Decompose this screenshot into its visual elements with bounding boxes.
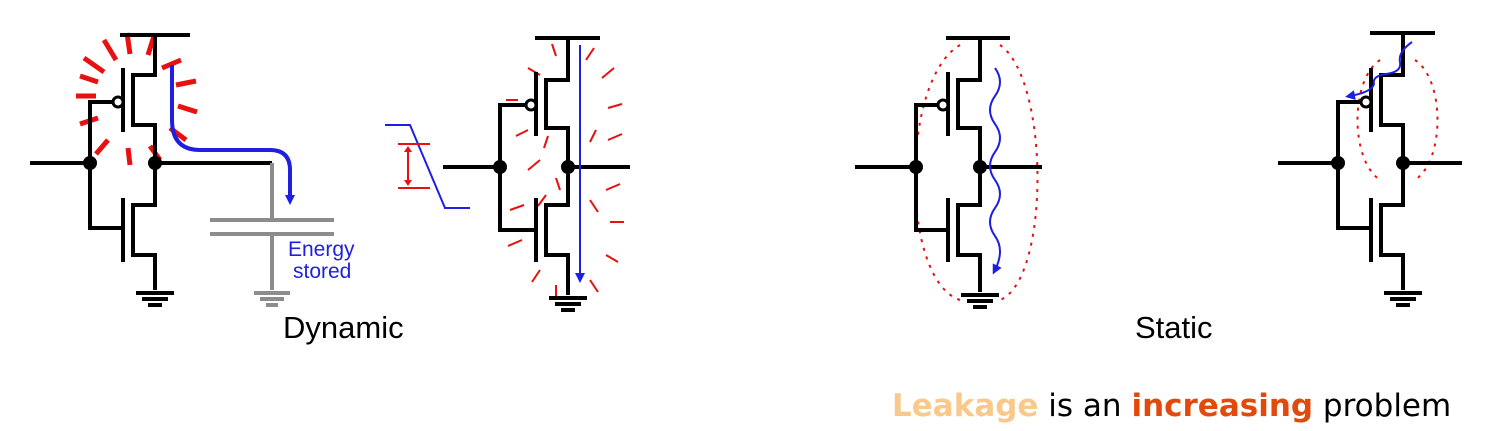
output-node [561, 160, 575, 174]
load-capacitor [210, 163, 334, 307]
dynamic-label: Dynamic [283, 310, 404, 345]
inverter-charging: Energy stored [30, 32, 355, 307]
energy-label-line2: stored [293, 260, 351, 283]
inverter-short-circuit [443, 36, 630, 312]
energy-burst-dashes [506, 43, 624, 296]
input-node [83, 156, 97, 170]
static-label: Static [1135, 310, 1213, 345]
input-node [1331, 156, 1345, 170]
leakage-caption: Leakage is an increasing problem [892, 388, 1451, 424]
input-node [909, 160, 923, 174]
inverter-wires [1278, 31, 1462, 307]
inverter-leakage [855, 36, 1042, 309]
inverter-wires [30, 33, 272, 307]
energy-burst-pmos [76, 32, 198, 166]
caption-increasing-word: increasing [1131, 388, 1314, 424]
inverter-wires [443, 36, 630, 312]
output-node [973, 160, 987, 174]
pmos-gate-bubble [111, 95, 125, 109]
output-node [1396, 156, 1410, 170]
input-transition-waveform [385, 124, 470, 209]
inverter-gate-leakage [1278, 31, 1462, 307]
caption-text-1: is an [1038, 388, 1132, 424]
input-node [493, 160, 507, 174]
pmos-gate-bubble [936, 98, 950, 112]
pmos-gate-bubble [1359, 95, 1373, 109]
energy-label-line1: Energy [288, 238, 355, 261]
output-node [148, 156, 162, 170]
pmos-gate-bubble [524, 98, 538, 112]
leakage-dashes [1356, 59, 1439, 181]
inverter-wires [855, 36, 1042, 309]
gate-leakage-arrow [1345, 41, 1413, 101]
charging-current-arrow [170, 65, 295, 205]
caption-text-2: problem [1313, 388, 1452, 424]
subthreshold-leakage-arrow [989, 67, 1002, 275]
caption-leakage-word: Leakage [892, 388, 1039, 424]
